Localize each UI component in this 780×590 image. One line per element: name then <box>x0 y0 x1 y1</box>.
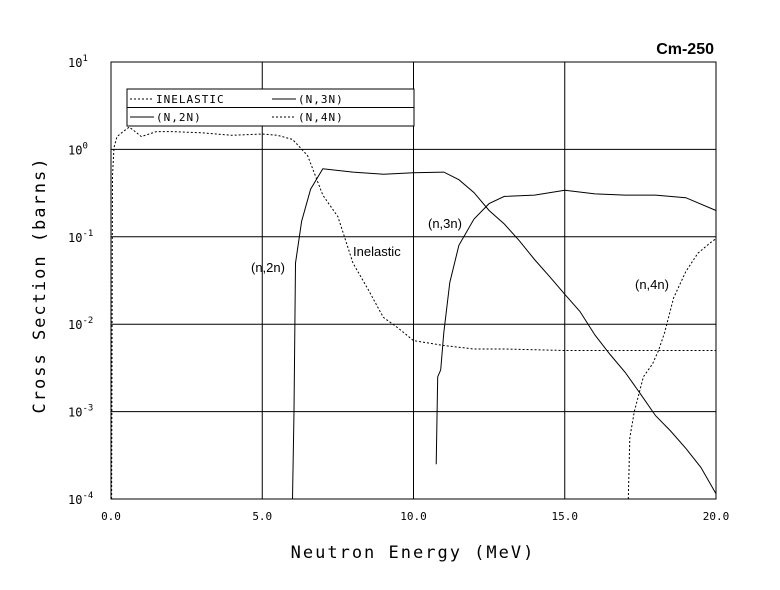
y-tick-label: 100 <box>68 141 88 157</box>
legend-label-inelastic: INELASTIC <box>156 93 225 106</box>
plot-frame <box>110 61 717 500</box>
series-line-n3n <box>435 189 717 465</box>
annotation-n4n: (n,4n) <box>635 277 669 292</box>
series-lines <box>111 126 717 500</box>
series-line-n2n <box>292 168 717 500</box>
y-tick-label: 10-3 <box>68 404 93 420</box>
y-axis-label: Cross Section (barns) <box>30 157 50 414</box>
x-tick-label: 20.0 <box>703 510 730 523</box>
legend-label-n3n: (N,3N) <box>298 93 344 106</box>
annotation-n2n: (n,2n) <box>251 260 285 275</box>
y-tick-label: 10-4 <box>68 491 93 507</box>
x-tick-label: 10.0 <box>400 510 427 523</box>
chart-title: Cm-250 <box>656 41 714 58</box>
gridlines <box>111 62 716 499</box>
legend: INELASTIC (N,3N) (N,2N) (N,4N) <box>126 88 415 127</box>
y-tick-label: 10-2 <box>68 316 93 332</box>
annotation-inelastic: Inelastic <box>353 244 401 259</box>
x-tick-label: 0.0 <box>101 510 121 523</box>
x-tick-label: 5.0 <box>252 510 272 523</box>
tick-labels: 0.0 5.0 10.0 15.0 20.0 101 100 10-1 10-2 10-3 10-4 <box>68 54 729 523</box>
legend-label-n4n: (N,4N) <box>298 111 344 124</box>
annotation-n3n: (n,3n) <box>428 216 462 231</box>
legend-label-n2n: (N,2N) <box>156 111 202 124</box>
x-axis-label: Neutron Energy (MeV) <box>291 543 536 563</box>
y-tick-label: 10-1 <box>68 229 93 245</box>
y-tick-label: 101 <box>68 54 88 70</box>
x-tick-label: 15.0 <box>552 510 579 523</box>
